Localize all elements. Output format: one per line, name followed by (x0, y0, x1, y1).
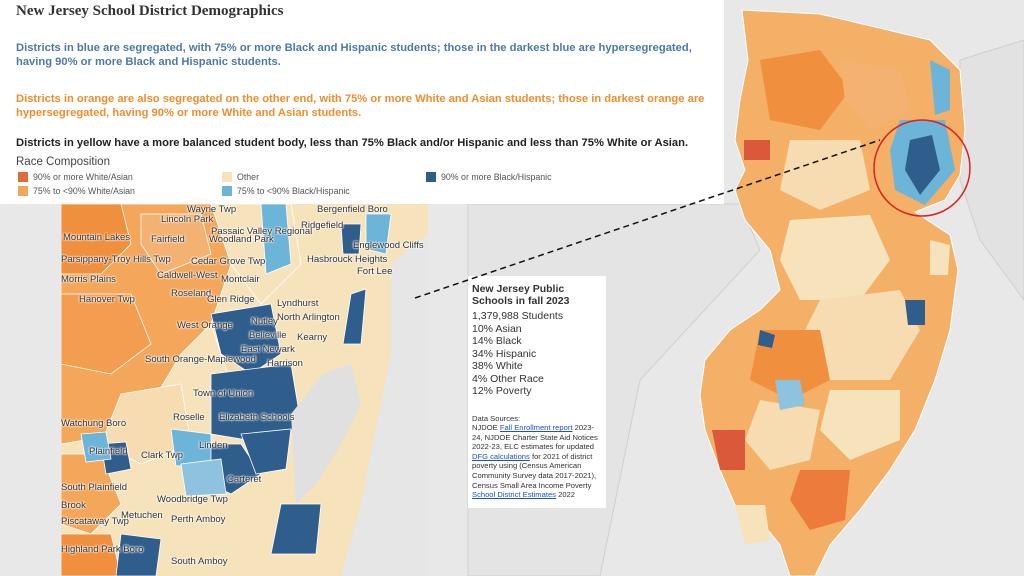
place-label: Belleville (249, 330, 287, 341)
info-title-line: New Jersey Public (472, 283, 565, 295)
place-label: South Amboy (171, 556, 228, 567)
legend-swatch (18, 185, 28, 196)
info-title-line: Schools in fall 2023 (472, 294, 570, 307)
place-label: Piscataway Twp (61, 516, 129, 527)
place-label: Fort Lee (357, 266, 393, 277)
legend-swatch (18, 171, 28, 182)
school-district-estimates-link[interactable]: School District Estimates (472, 490, 556, 500)
legend-item-other[interactable]: Other (222, 171, 260, 182)
legend-label: 75% to <90% White/Asian (33, 185, 135, 196)
place-label: Passaic Valley Regional (211, 226, 313, 237)
place-label: Perth Amboy (171, 514, 226, 525)
info-box: New Jersey Public Schools in fall 2023 1… (468, 276, 606, 508)
place-label: Bergenfield Boro (317, 204, 388, 215)
inset-zoom-map[interactable]: Wayne Twp Bergenfield Boro Lincoln Park … (61, 204, 428, 576)
place-label: South Plainfield (61, 482, 128, 493)
orange-description: Districts in orange are also segregated … (16, 93, 705, 119)
legend-label: 90% or more White/Asian (33, 171, 133, 182)
legend-item-75-black-hispanic[interactable]: 75% to <90% Black/Hispanic (222, 185, 350, 196)
stat-hispanic: 34% Hispanic (472, 347, 537, 360)
legend-item-90-white-asian[interactable]: 90% or more White/Asian (18, 171, 133, 182)
legend: 90% or more White/Asian 75% to <90% Whit… (16, 170, 708, 200)
legend-swatch (222, 185, 232, 196)
legend-label: 75% to <90% Black/Hispanic (237, 185, 350, 196)
page-title: New Jersey School District Demographics (16, 3, 284, 19)
place-label: Town of Union (193, 388, 254, 399)
place-label: Roselle (173, 412, 205, 423)
inset-map-shapes (61, 204, 428, 576)
place-label: Carteret (227, 474, 262, 485)
place-label: Harrison (267, 358, 303, 369)
legend-item-90-black-hispanic[interactable]: 90% or more Black/Hispanic (426, 171, 552, 182)
place-label: Plainfield (89, 446, 128, 457)
stat-poverty: 12% Poverty (472, 385, 532, 397)
source-text: NJDOE (472, 423, 498, 433)
place-label: Nutley (251, 316, 278, 327)
stat-asian: 10% Asian (472, 322, 522, 335)
place-label: Ridgefield (301, 220, 344, 231)
yellow-description: Districts in yellow have a more balanced… (16, 137, 689, 149)
place-label: Glen Ridge (207, 294, 255, 305)
legend-title: Race Composition (16, 155, 110, 168)
legend-label: Other (237, 171, 260, 182)
dfg-calculations-link[interactable]: DFG calculations (472, 451, 530, 461)
header-panel: New Jersey School District Demographics … (0, 0, 724, 204)
place-label: Watchung Boro (61, 418, 127, 429)
place-label: Lyndhurst (277, 298, 319, 309)
stat-students: 1,379,988 Students (472, 310, 564, 322)
stats-list: 1,379,988 Students 10% Asian 14% Black 3… (472, 310, 602, 398)
place-label: Parsippany-Troy Hills Twp (61, 254, 171, 265)
place-label: Roseland (171, 288, 212, 299)
place-label: Caldwell-West (157, 270, 218, 281)
legend-swatch (222, 171, 232, 182)
place-label: Hasbrouck Heights (307, 254, 388, 265)
blue-description: Districts in blue are segregated, with 7… (16, 42, 692, 68)
place-label: Clark Twp (141, 450, 184, 461)
sources-label: Data Sources: (472, 413, 521, 423)
legend-swatch (426, 171, 436, 182)
source-text: 2022 (558, 490, 576, 500)
place-label: East Newark (241, 344, 295, 355)
place-label: Metuchen (121, 510, 163, 521)
legend-label: 90% or more Black/Hispanic (441, 171, 552, 182)
place-label: South Orange-Maplewood (145, 354, 256, 365)
source-text: 2023-24, NJDOE Charter State Aid Notices… (472, 423, 598, 452)
place-label: Woodbridge Twp (157, 494, 228, 505)
place-label: Linden (199, 440, 228, 451)
legend-item-75-white-asian[interactable]: 75% to <90% White/Asian (18, 185, 135, 196)
place-label: Hanover Twp (79, 294, 135, 305)
place-label: Lincoln Park (161, 214, 214, 225)
place-label: Brook (61, 500, 86, 511)
info-title: New Jersey Public Schools in fall 2023 (472, 283, 602, 307)
place-label: North Arlington (277, 312, 340, 323)
place-label: Englewood Cliffs (353, 240, 424, 251)
place-label: Wayne Twp (187, 204, 237, 215)
source-text: for 2021 of district poverty using (Cens… (472, 451, 597, 490)
place-label: Mountain Lakes (63, 232, 131, 243)
place-label: Elizabeth Schools (219, 412, 295, 423)
stat-other-race: 4% Other Race (472, 372, 544, 385)
fall-enrollment-link[interactable]: Fall Enrollment report (499, 423, 573, 433)
stat-black: 14% Black (472, 335, 522, 347)
place-label: Montclair (221, 274, 260, 285)
place-label: Kearny (297, 332, 328, 343)
stat-white: 38% White (472, 360, 523, 372)
data-sources: Data Sources: NJDOE Fall Enrollment repo… (472, 414, 602, 500)
place-label: Cedar Grove Twp (191, 256, 266, 267)
place-label: West Orange (177, 320, 233, 331)
place-label: Highland Park Boro (61, 544, 144, 555)
place-label: Morris Plains (61, 274, 116, 285)
place-label: Woodland Park (209, 234, 274, 245)
place-label: Fairfield (151, 234, 185, 245)
